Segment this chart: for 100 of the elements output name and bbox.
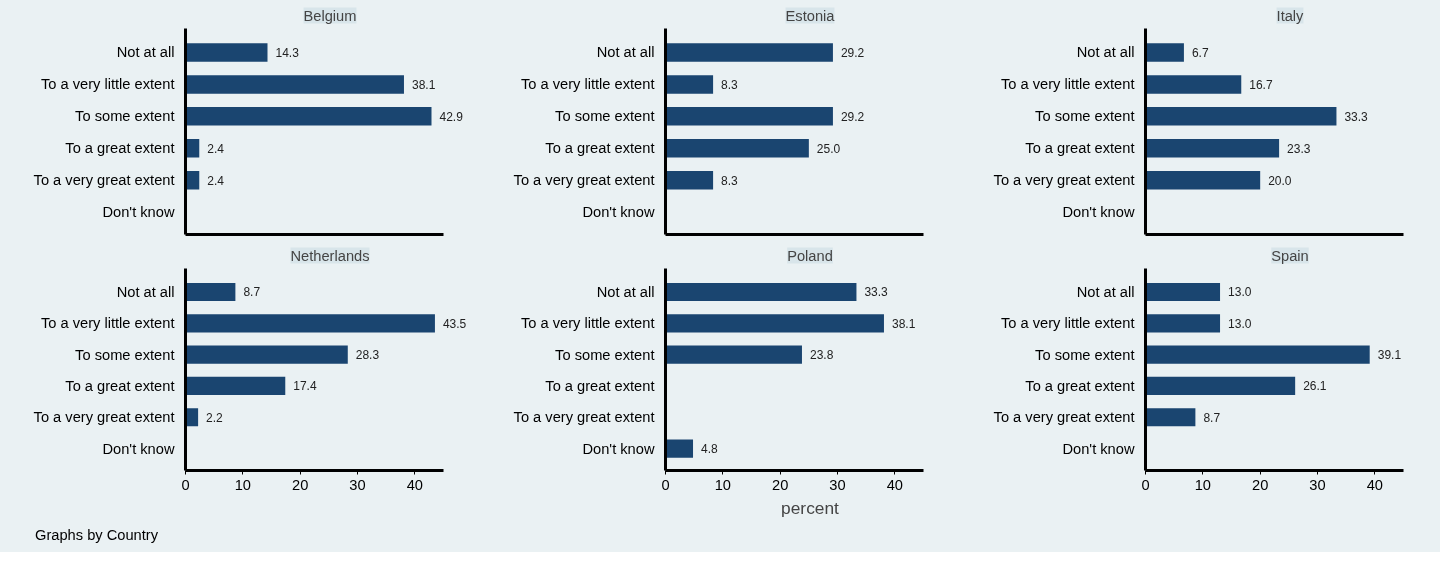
y-tick-label: To some extent <box>555 108 655 125</box>
data-label: 2.2 <box>206 410 224 425</box>
bar <box>1145 107 1337 126</box>
bar <box>1145 139 1280 158</box>
bar <box>665 314 884 333</box>
y-tick-label: To some extent <box>1035 108 1135 125</box>
y-tick-label: To a very great extent <box>33 409 175 426</box>
text: Graphs by Country <box>35 526 159 545</box>
y-tick-label: Not at all <box>596 44 655 61</box>
y-tick-label: Don't know <box>582 440 655 457</box>
y-tick-label: To a very great extent <box>993 409 1135 426</box>
y-tick-label: Not at all <box>116 283 175 300</box>
y-tick-label: Not at all <box>596 283 655 300</box>
chart-title: Italy <box>1276 7 1305 24</box>
y-tick-label: To some extent <box>1035 346 1135 363</box>
data-label: 8.3 <box>721 173 739 188</box>
chart-title: Estonia <box>785 7 836 24</box>
y-tick-label: To a very little extent <box>1000 76 1135 93</box>
data-label: 28.3 <box>355 348 380 363</box>
x-tick-label: 20 <box>292 476 309 493</box>
y-tick-label: Don't know <box>102 440 175 457</box>
y-tick-label: Not at all <box>1076 283 1135 300</box>
data-label: 8.3 <box>721 77 739 92</box>
data-label: 33.3 <box>1344 109 1369 124</box>
data-label: 39.1 <box>1377 348 1402 363</box>
data-label: 29.2 <box>840 109 865 124</box>
chart-title: Belgium <box>303 7 357 24</box>
x-tick-label: 10 <box>234 476 251 493</box>
y-tick-label: To a great extent <box>545 140 655 157</box>
y-tick-label: To a very great extent <box>33 172 175 189</box>
y-tick-label: To a very little extent <box>520 315 655 332</box>
data-label: 38.1 <box>891 316 916 331</box>
y-tick-label: To a great extent <box>1025 377 1135 394</box>
bar <box>1145 345 1370 364</box>
data-label: 23.8 <box>809 348 834 363</box>
bar <box>185 282 236 302</box>
data-label: 20.0 <box>1268 173 1292 188</box>
x-tick-label: 30 <box>349 476 366 493</box>
bar <box>185 75 404 94</box>
bar <box>185 107 432 126</box>
y-tick-label: To some extent <box>75 346 175 363</box>
chart-title: Netherlands <box>290 247 370 264</box>
x-tick-label: 40 <box>1366 476 1384 493</box>
data-label: 6.7 <box>1191 45 1209 60</box>
data-label: 17.4 <box>293 379 317 394</box>
bar <box>1145 75 1242 94</box>
x-tick-label: 10 <box>1194 476 1211 493</box>
y-tick-label: To some extent <box>555 346 655 363</box>
bar <box>185 345 348 364</box>
bar <box>1145 376 1296 396</box>
data-label: 13.0 <box>1228 316 1252 331</box>
y-tick-label: Don't know <box>582 204 655 221</box>
x-tick-label: 0 <box>181 476 190 493</box>
x-tick-label: 20 <box>1252 476 1269 493</box>
y-tick-label: Don't know <box>1062 204 1135 221</box>
bar <box>665 439 694 458</box>
x-tick-label: 30 <box>829 476 846 493</box>
bar <box>665 282 857 302</box>
x-tick-label: 30 <box>1309 476 1326 493</box>
y-tick-label: Don't know <box>102 204 175 221</box>
chart-title: Spain <box>1271 247 1309 264</box>
y-tick-label: To a great extent <box>1025 140 1135 157</box>
data-label: 14.3 <box>275 45 300 60</box>
y-tick-label: To a very great extent <box>513 409 655 426</box>
bar <box>185 376 286 396</box>
y-tick-label: To a great extent <box>65 140 175 157</box>
data-label: 33.3 <box>864 285 889 300</box>
y-tick-label: To a very great extent <box>993 172 1135 189</box>
bar <box>1145 408 1196 427</box>
y-tick-label: Don't know <box>1062 440 1135 457</box>
y-tick-label: To a great extent <box>65 377 175 394</box>
bar <box>185 314 435 333</box>
data-label: 13.0 <box>1228 285 1252 300</box>
y-tick-label: To a very little extent <box>520 76 655 93</box>
data-label: 42.9 <box>439 109 464 124</box>
y-tick-label: To a very little extent <box>1000 315 1135 332</box>
data-label: 8.7 <box>1203 410 1221 425</box>
data-label: 8.7 <box>243 285 261 300</box>
data-label: 4.8 <box>701 442 719 457</box>
y-tick-label: To a great extent <box>545 377 655 394</box>
bar <box>1145 43 1184 62</box>
data-label: 2.4 <box>207 173 225 188</box>
x-tick-label: 40 <box>406 476 424 493</box>
y-tick-label: Not at all <box>116 44 175 61</box>
y-tick-label: Not at all <box>1076 44 1135 61</box>
bar <box>1145 314 1221 333</box>
data-label: 16.7 <box>1249 77 1273 92</box>
bar <box>1145 170 1261 190</box>
data-label: 38.1 <box>411 77 436 92</box>
y-tick-label: To a very little extent <box>40 76 175 93</box>
x-tick-label: 20 <box>772 476 789 493</box>
y-tick-label: To a very great extent <box>513 172 655 189</box>
data-label: 2.4 <box>207 141 225 156</box>
data-label: 43.5 <box>442 316 467 331</box>
data-label: 23.3 <box>1287 141 1311 156</box>
data-label: 25.0 <box>816 141 841 156</box>
x-tick-label: 0 <box>1141 476 1150 493</box>
bar <box>185 43 268 62</box>
y-tick-label: To some extent <box>75 108 175 125</box>
data-label: 26.1 <box>1303 379 1327 394</box>
